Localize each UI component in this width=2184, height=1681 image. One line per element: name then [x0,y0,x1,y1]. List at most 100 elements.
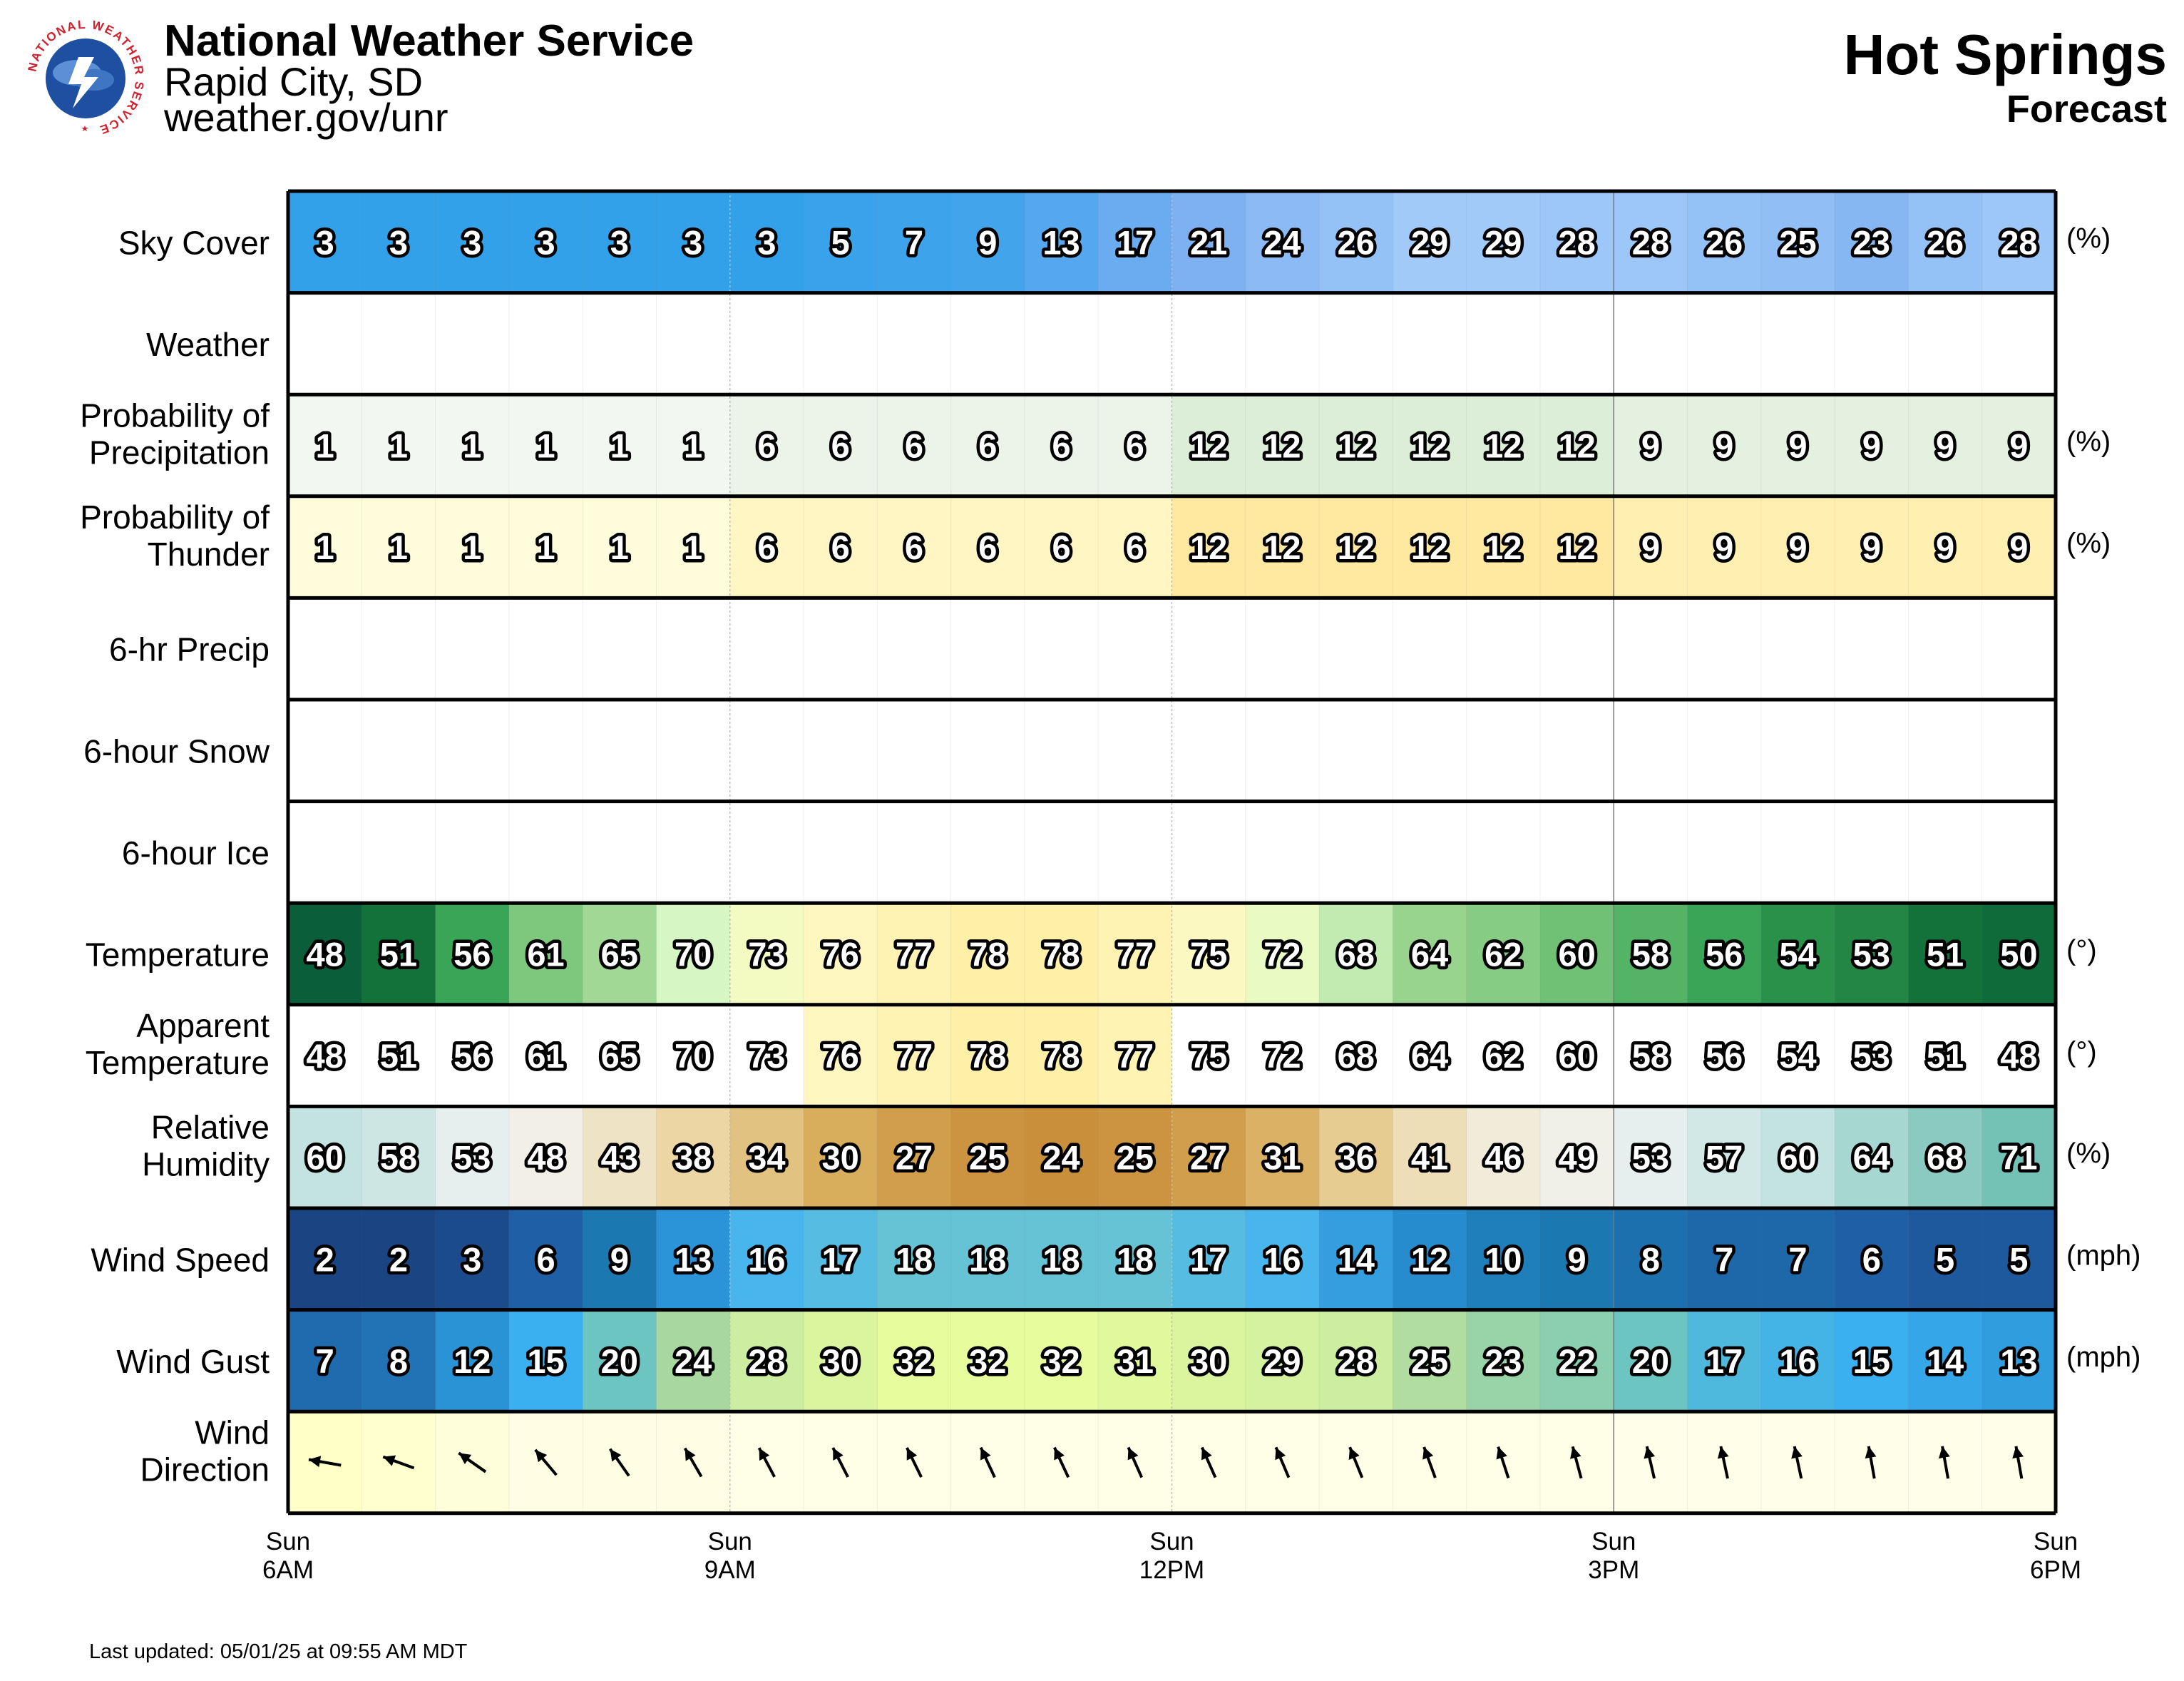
cell-bg [950,903,1025,1006]
cell-bg [1172,700,1246,802]
cell-value: 28 [2000,223,2037,261]
cell-value: 5 [2009,1240,2028,1278]
nws-logo-icon: NATIONAL WEATHER SERVICE [24,17,147,140]
cell-bg [1319,903,1393,1006]
cell-bg [1760,598,1835,700]
cell-bg [362,903,436,1006]
cell-value: 27 [896,1139,933,1177]
cell-bg [1245,1106,1320,1209]
cell-value: 9 [1936,427,1954,465]
cell-value: 78 [969,936,1006,974]
cell-bg [435,1004,510,1107]
cell-bg [1614,1004,1688,1107]
cell-bg [1982,394,2056,497]
cell-bg [1687,191,1762,294]
cell-bg [508,801,583,904]
cell-bg [877,700,952,802]
cell-bg [1614,394,1688,497]
cell-value: 9 [978,223,997,261]
cell-bg [1835,1309,1909,1412]
cell-value: 54 [1779,936,1816,974]
cell-value: 21 [1190,223,1227,261]
cell-value: 50 [2000,936,2037,974]
row-5 [288,700,2056,802]
wind-direction-arrow [458,1451,487,1473]
cell-bg [1760,1106,1835,1209]
cell-value: 53 [453,1139,491,1177]
cell-value: 3 [463,223,481,261]
cell-value: 1 [610,528,629,566]
row-label: 6-hour Ice [122,834,270,872]
cell-bg [1539,903,1614,1006]
cell-value: 26 [1338,223,1375,261]
row-label: 6-hr Precip [109,631,270,668]
row-11 [288,1309,2056,1412]
cell-value: 18 [896,1240,933,1278]
cell-bg [1760,903,1835,1006]
cell-value: 7 [1715,1240,1733,1278]
wind-direction-arrow [906,1446,923,1478]
cell-value: 6 [1862,1240,1881,1278]
wind-direction-arrow [2012,1446,2024,1479]
cell-value: 6 [978,528,997,566]
cell-bg [435,394,510,497]
cell-bg [1760,292,1835,395]
cell-value: 27 [1190,1139,1227,1177]
wind-direction-arrow [1865,1446,1877,1479]
cell-bg [1466,191,1541,294]
cell-value: 25 [1117,1139,1154,1177]
cell-bg [1835,801,1909,904]
cell-value: 77 [896,936,933,974]
cell-bg [729,903,804,1006]
cell-value: 54 [1779,1037,1816,1075]
cell-bg [1024,598,1099,700]
cell-bg [1908,496,1983,598]
cell-value: 64 [1853,1139,1890,1177]
cell-bg [950,1004,1025,1107]
cell-bg [1466,1106,1541,1209]
cell-value: 15 [1853,1342,1890,1380]
cell-value: 25 [1411,1342,1448,1380]
cell-value: 20 [1632,1342,1669,1380]
cell-value: 43 [601,1139,638,1177]
cell-bg [508,598,583,700]
cell-value: 36 [1338,1139,1375,1177]
cell-bg [877,801,952,904]
cell-bg [1539,1208,1614,1311]
cell-bg [1614,1208,1688,1311]
cell-bg [1098,394,1172,497]
cell-value: 38 [675,1139,712,1177]
cell-bg [508,292,583,395]
cell-bg [729,1208,804,1311]
cell-value: 6 [757,528,776,566]
cell-bg [1172,1106,1246,1209]
cell-value: 17 [1706,1342,1743,1380]
row-unit: (%) [2066,223,2111,254]
cell-bg [1393,700,1467,802]
office-url[interactable]: weather.gov/unr [164,95,448,140]
cell-bg [1466,1309,1541,1412]
cell-bg [1908,903,1983,1006]
cell-bg [1687,700,1762,802]
cell-bg [1466,496,1541,598]
cell-bg [1982,1309,2056,1412]
cell-bg [1982,700,2056,802]
cell-value: 9 [2009,528,2028,566]
cell-bg [435,1106,510,1209]
cell-bg [1982,191,2056,294]
cell-bg [1024,496,1099,598]
cell-bg [288,292,362,395]
cell-bg [1760,1309,1835,1412]
cell-bg [1982,801,2056,904]
cell-bg [729,1309,804,1412]
cell-bg [362,496,436,598]
cell-value: 78 [969,1037,1006,1075]
cell-bg [1614,1106,1688,1209]
cell-value: 48 [307,936,344,974]
cell-bg [950,801,1025,904]
cell-value: 12 [1338,528,1375,566]
x-tick-time: 9AM [704,1556,756,1584]
cell-bg [583,1208,657,1311]
cell-bg [508,191,583,294]
cell-value: 32 [969,1342,1006,1380]
